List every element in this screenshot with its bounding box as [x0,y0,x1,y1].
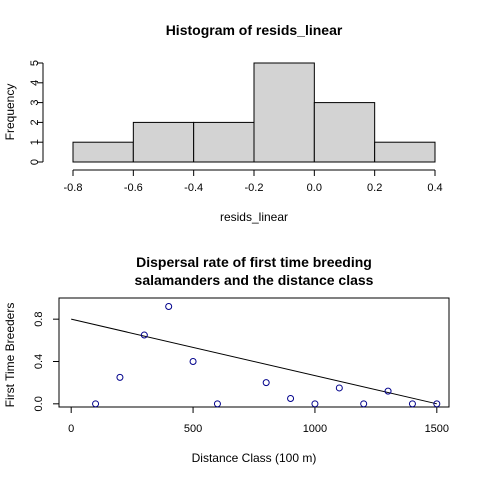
scatter-point [360,400,368,408]
scatter-panel: Dispersal rate of first time breeding sa… [3,254,450,465]
histogram-bar-2 [193,121,255,163]
histogram-x-tick-label: 0.2 [367,182,382,194]
histogram-x-tick-label: -0.2 [245,182,264,194]
scatter-x-tick-label: 1500 [425,423,449,435]
histogram-panel: Histogram of resids_linear resids_linear… [3,22,443,224]
regression-line [71,318,437,405]
scatter-x-axis: 0 500 1000 1500 [68,407,449,435]
histogram-y-tick-label: 1 [29,139,41,145]
scatter-point [384,387,392,395]
scatter-point [92,400,100,408]
scatter-point [189,357,197,365]
histogram-x-tick-label: 0.0 [307,182,322,194]
scatter-title-line-1: Dispersal rate of first time breeding [136,254,372,270]
histogram-bar-3 [253,62,315,163]
scatter-point [165,302,173,310]
histogram-x-tick-label: 0.4 [427,182,442,194]
scatter-point [213,400,221,408]
histogram-x-axis: -0.8 -0.6 -0.4 -0.2 0.0 0.2 0.4 [64,169,443,194]
scatter-point [140,331,148,339]
scatter-point [116,373,124,381]
histogram-bar-0 [72,141,134,163]
histogram-y-axis-label: Frequency [3,84,17,141]
scatter-y-tick-label: 0.0 [33,396,45,411]
scatter-point [433,400,441,408]
scatter-point [408,400,416,408]
histogram-y-tick-label: 2 [29,119,41,125]
histogram-bar-5 [374,141,436,163]
scatter-point [287,395,295,403]
histogram-y-tick-label: 5 [29,60,41,66]
histogram-x-tick-label: -0.4 [184,182,203,194]
histogram-title: Histogram of resids_linear [166,22,343,38]
scatter-y-axis: 0.0 0.4 0.8 [33,312,59,411]
histogram-y-tick-label: 3 [29,100,41,106]
histogram-y-axis: 0 1 2 3 4 5 [29,60,44,165]
histogram-bar-1 [132,121,195,163]
histogram-x-tick-label: -0.8 [64,182,83,194]
scatter-y-tick-label: 0.8 [33,312,45,327]
scatter-point [311,400,319,408]
scatter-x-tick-label: 500 [184,423,202,435]
histogram-x-tick-label: -0.6 [124,182,143,194]
scatter-x-tick-label: 1000 [303,423,327,435]
histogram-bar-4 [313,102,376,163]
scatter-x-tick-label: 0 [68,423,74,435]
histogram-x-axis-label: resids_linear [220,210,288,224]
scatter-y-axis-label: First Time Breeders [3,303,17,408]
scatter-point [262,379,270,387]
histogram-bars [72,62,436,163]
scatter-regression-line [71,318,437,405]
histogram-y-tick-label: 0 [29,159,41,165]
scatter-point [335,384,343,392]
scatter-points [92,302,441,408]
scatter-x-axis-label: Distance Class (100 m) [192,451,317,465]
scatter-plot-frame [58,297,450,408]
scatter-title-line-2: salamanders and the distance class [135,272,374,288]
histogram-y-tick-label: 4 [29,80,41,86]
scatter-y-tick-label: 0.4 [33,354,45,369]
